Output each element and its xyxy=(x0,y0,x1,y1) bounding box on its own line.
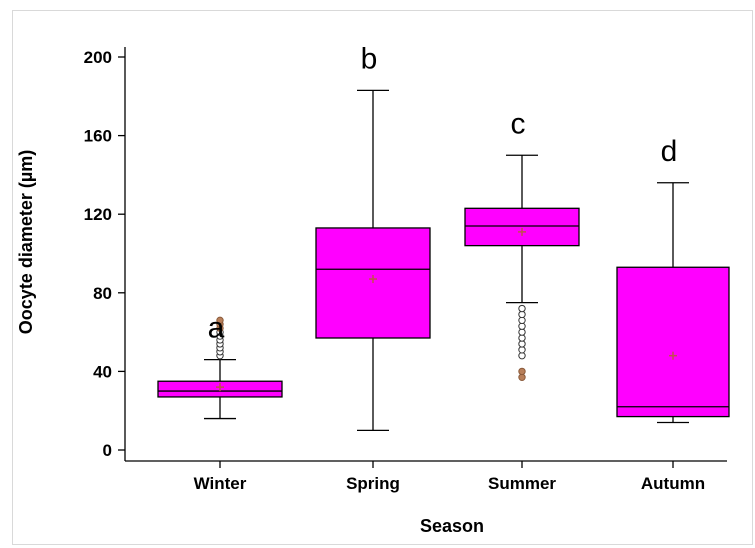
y-tick-label: 40 xyxy=(93,362,112,381)
box-iqr-autumn xyxy=(616,266,730,418)
outlier-point xyxy=(518,304,526,313)
x-tick-label: Spring xyxy=(346,474,400,493)
plot-area: 0 40 80 120 160 200 Winter a Spring b Summer c Autum… xyxy=(84,42,730,493)
y-axis-title: Oocyte diameter (µm) xyxy=(16,150,36,334)
y-tick-label: 80 xyxy=(93,284,112,303)
box-iqr-summer xyxy=(464,207,580,247)
y-tick-label: 200 xyxy=(84,48,112,67)
x-tick-label: Winter xyxy=(194,474,247,493)
significance-letter: b xyxy=(361,42,378,75)
chart-frame xyxy=(12,10,753,545)
y-tick-label: 120 xyxy=(84,205,112,224)
x-tick-label: Autumn xyxy=(641,474,705,493)
significance-letter: a xyxy=(208,312,225,345)
outlier-point xyxy=(518,367,526,376)
significance-letter: d xyxy=(661,135,678,168)
significance-letter: c xyxy=(511,107,526,140)
outlier-point xyxy=(216,316,224,325)
y-tick-label: 0 xyxy=(103,441,112,460)
x-axis-title: Season xyxy=(420,516,484,536)
y-tick-label: 160 xyxy=(84,127,112,146)
x-tick-label: Summer xyxy=(488,474,556,493)
